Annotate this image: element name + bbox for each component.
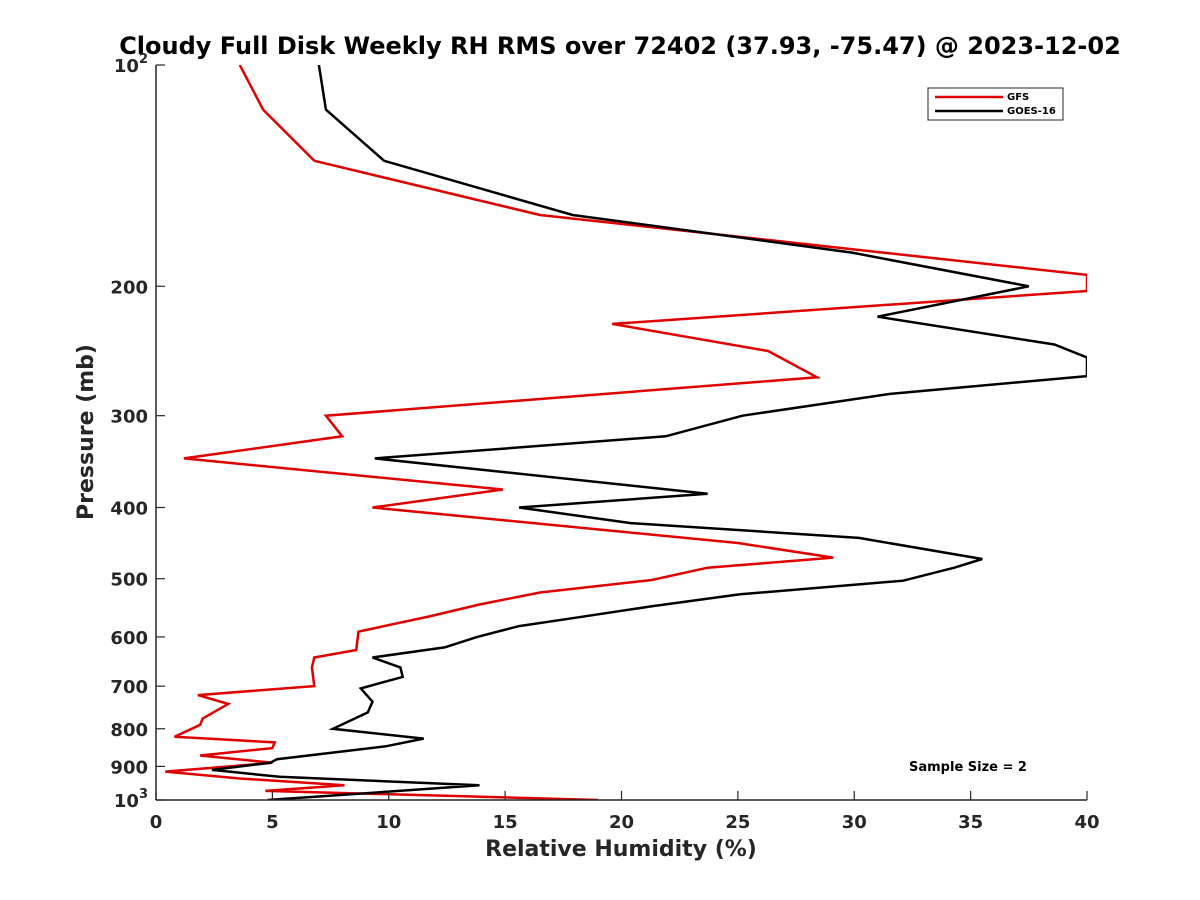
- y-tick-label: 103: [114, 787, 148, 812]
- series-line-gfs: [165, 65, 1087, 800]
- y-tick-label: 800: [110, 720, 148, 741]
- x-tick-label: 5: [266, 812, 279, 833]
- y-ticks: 102 200 300 400 500 600 700 800 900 103: [110, 52, 165, 812]
- sample-size-annotation: Sample Size = 2: [909, 760, 1027, 775]
- legend: GFS GOES-16: [927, 87, 1064, 121]
- y-tick-label: 400: [110, 499, 148, 520]
- y-tick-label: 700: [110, 677, 148, 698]
- legend-label-goes16: GOES-16: [1007, 106, 1056, 117]
- y-axis-label: Pressure (mb): [74, 344, 99, 520]
- x-tick-label: 0: [150, 812, 163, 833]
- x-tick-label: 10: [376, 812, 401, 833]
- x-tick-label: 40: [1074, 812, 1099, 833]
- plot-area-border: [156, 65, 1087, 800]
- x-tick-label: 30: [842, 812, 867, 833]
- series-line-goes16: [211, 65, 1087, 800]
- x-tick-label: 25: [725, 812, 750, 833]
- y-tick-label: 600: [110, 628, 148, 649]
- x-tick-label: 35: [958, 812, 983, 833]
- legend-box: [927, 87, 1064, 121]
- y-tick-label: 300: [110, 407, 148, 428]
- x-tick-label: 20: [609, 812, 634, 833]
- y-tick-label: 900: [110, 757, 148, 778]
- plot-lines: [165, 65, 1087, 800]
- x-tick-label: 15: [493, 812, 518, 833]
- legend-label-gfs: GFS: [1007, 92, 1029, 103]
- x-axis-label: Relative Humidity (%): [485, 837, 757, 862]
- y-tick-label: 102: [114, 52, 148, 77]
- x-ticks: 0 5 10 15 20 25 30 35 40: [150, 791, 1100, 833]
- y-tick-label: 200: [110, 277, 148, 298]
- chart-title: Cloudy Full Disk Weekly RH RMS over 7240…: [119, 32, 1121, 60]
- y-tick-label: 500: [110, 570, 148, 591]
